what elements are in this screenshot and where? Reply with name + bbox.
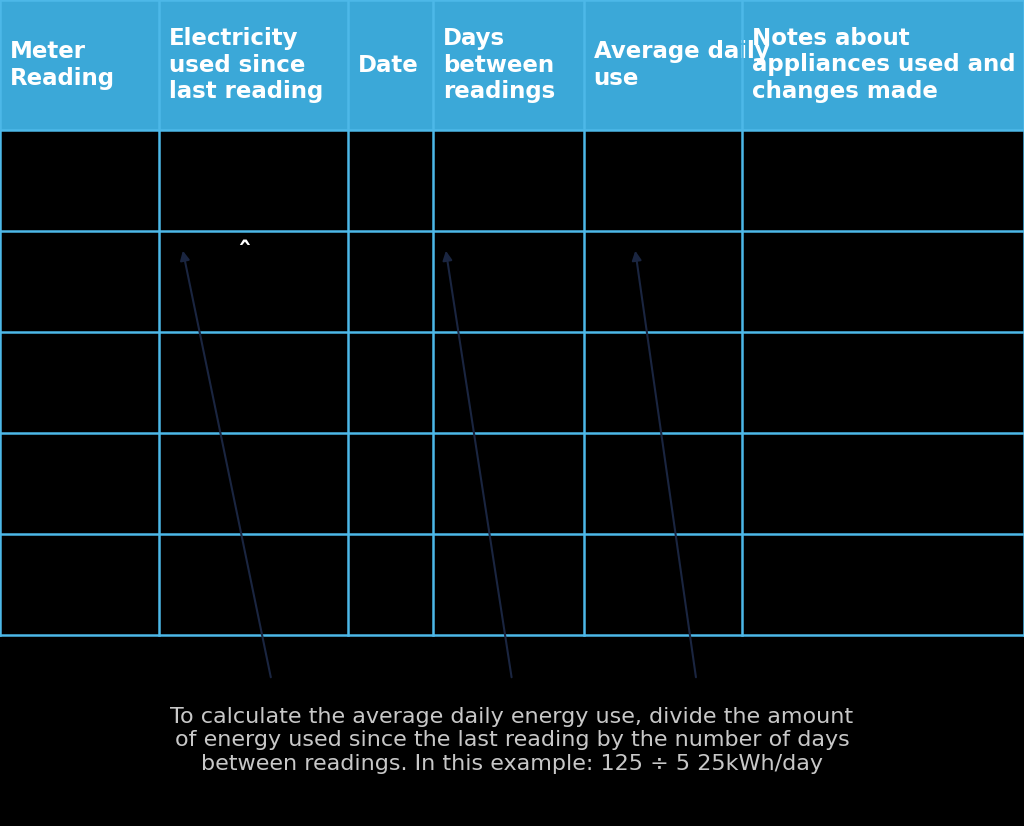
Bar <box>0 0 1024 130</box>
Text: Average daily
use: Average daily use <box>594 40 769 90</box>
Text: ˆ: ˆ <box>237 241 251 269</box>
Text: To calculate the average daily energy use, divide the amount
of energy used sinc: To calculate the average daily energy us… <box>170 707 854 774</box>
Text: Notes about
appliances used and
changes made: Notes about appliances used and changes … <box>753 27 1016 103</box>
Text: Meter
Reading: Meter Reading <box>10 40 115 90</box>
Text: Days
between
readings: Days between readings <box>443 27 555 103</box>
Text: Electricity
used since
last reading: Electricity used since last reading <box>169 27 323 103</box>
Bar <box>0 130 1024 635</box>
Text: Date: Date <box>358 54 419 77</box>
